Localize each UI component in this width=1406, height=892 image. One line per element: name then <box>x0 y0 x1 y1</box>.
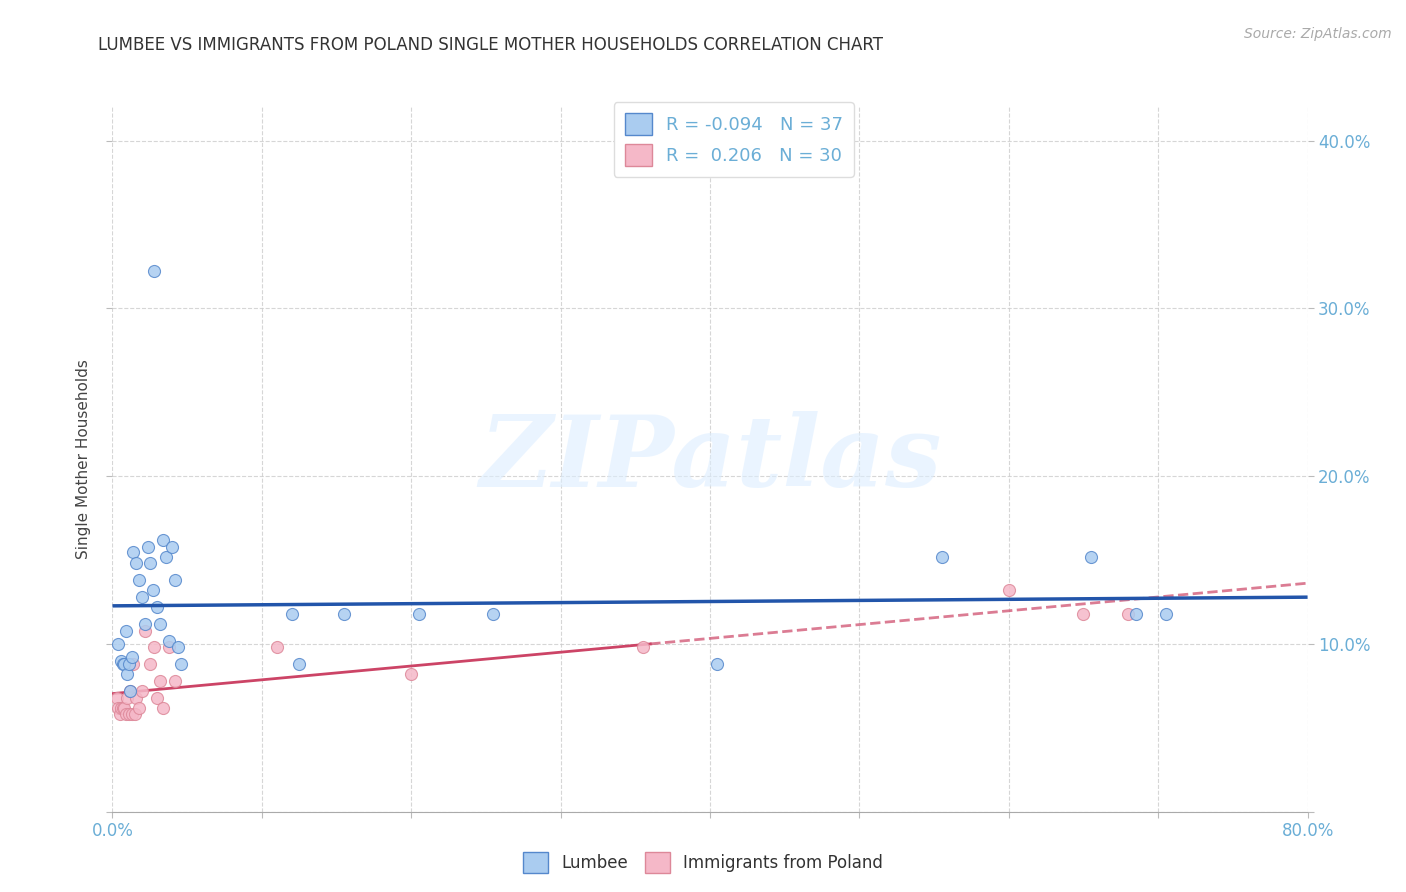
Point <box>125 690 148 705</box>
Point <box>122 657 145 671</box>
Point <box>146 690 169 705</box>
Point <box>121 650 143 665</box>
Point <box>107 637 129 651</box>
Point <box>149 673 172 688</box>
Point <box>114 657 135 671</box>
Point <box>120 684 142 698</box>
Point <box>120 684 142 698</box>
Point <box>142 583 165 598</box>
Point <box>110 700 132 714</box>
Point <box>111 657 134 671</box>
Point <box>401 667 423 681</box>
Legend: Lumbee, Immigrants from Poland: Lumbee, Immigrants from Poland <box>516 846 890 880</box>
Point <box>1118 607 1140 621</box>
Point <box>107 700 129 714</box>
Point <box>155 549 177 564</box>
Point <box>117 690 139 705</box>
Point <box>111 700 134 714</box>
Point <box>118 707 141 722</box>
Point <box>157 640 180 655</box>
Point <box>138 540 160 554</box>
Point <box>115 624 138 638</box>
Point <box>931 549 953 564</box>
Point <box>143 640 166 655</box>
Point <box>165 673 187 688</box>
Point <box>1073 607 1095 621</box>
Y-axis label: Single Mother Households: Single Mother Households <box>76 359 91 559</box>
Point <box>167 640 190 655</box>
Text: ZIPatlas: ZIPatlas <box>479 411 941 508</box>
Point <box>108 707 131 722</box>
Point <box>134 616 156 631</box>
Point <box>105 690 128 705</box>
Point <box>110 654 132 668</box>
Point <box>131 684 153 698</box>
Point <box>288 657 311 671</box>
Point <box>134 624 156 638</box>
Point <box>143 264 166 278</box>
Point <box>125 557 148 571</box>
Point <box>139 557 162 571</box>
Point <box>118 657 141 671</box>
Point <box>1125 607 1147 621</box>
Point <box>152 700 174 714</box>
Point <box>281 607 304 621</box>
Point <box>131 590 153 604</box>
Point <box>1154 607 1177 621</box>
Point <box>162 540 183 554</box>
Point <box>128 700 150 714</box>
Point <box>146 600 169 615</box>
Point <box>706 657 728 671</box>
Point <box>115 707 138 722</box>
Point <box>482 607 505 621</box>
Point <box>333 607 356 621</box>
Point <box>998 583 1021 598</box>
Point <box>122 544 145 558</box>
Point <box>117 667 139 681</box>
Point <box>266 640 288 655</box>
Point <box>157 633 180 648</box>
Point <box>114 700 135 714</box>
Point <box>152 533 174 547</box>
Point <box>121 707 143 722</box>
Point <box>631 640 654 655</box>
Legend: R = -0.094   N = 37, R =  0.206   N = 30: R = -0.094 N = 37, R = 0.206 N = 30 <box>614 102 853 177</box>
Point <box>408 607 430 621</box>
Text: LUMBEE VS IMMIGRANTS FROM POLAND SINGLE MOTHER HOUSEHOLDS CORRELATION CHART: LUMBEE VS IMMIGRANTS FROM POLAND SINGLE … <box>98 36 883 54</box>
Point <box>165 573 187 587</box>
Text: Source: ZipAtlas.com: Source: ZipAtlas.com <box>1244 27 1392 41</box>
Point <box>139 657 162 671</box>
Point <box>128 573 150 587</box>
Point <box>1080 549 1102 564</box>
Point <box>170 657 193 671</box>
Point <box>149 616 172 631</box>
Point <box>124 707 146 722</box>
